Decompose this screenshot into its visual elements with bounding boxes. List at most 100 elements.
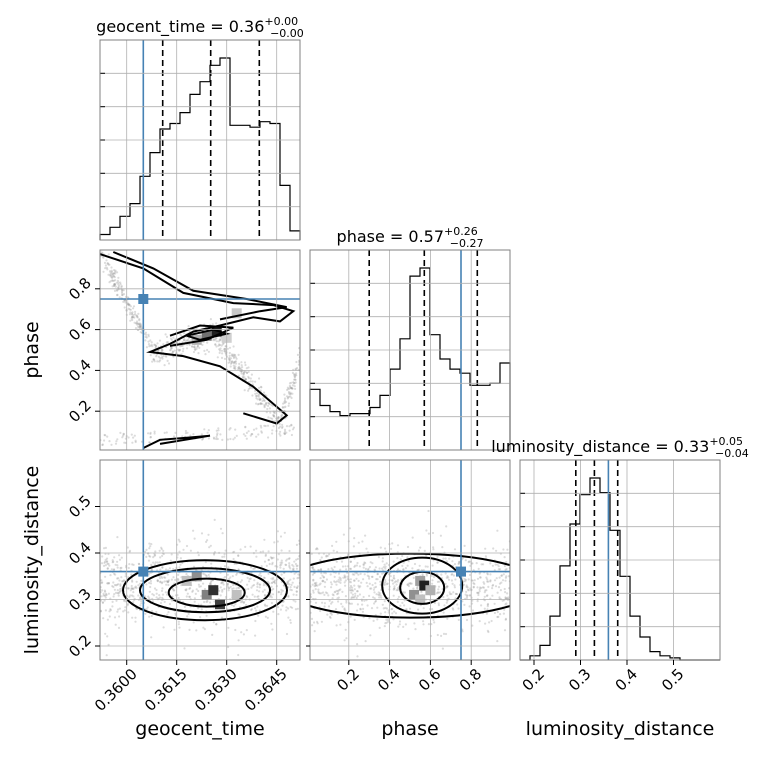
sample-point [282,577,285,580]
sample-point [127,303,130,306]
sample-point [222,583,225,586]
sample-point [106,262,109,265]
sample-point [155,344,158,347]
sample-point [374,600,377,603]
sample-point [491,594,494,597]
sample-point [381,560,384,563]
sample-point [290,387,294,390]
sample-point [118,591,121,594]
sample-point [405,608,408,611]
sample-point [102,594,105,597]
sample-point [144,595,147,598]
sample-point [148,597,151,600]
sample-point [324,591,328,594]
sample-point [271,628,274,631]
sample-point [243,376,246,379]
sample-point [497,586,501,589]
sample-point [160,575,163,578]
sample-point [156,360,159,363]
sample-point [311,566,314,569]
sample-point [120,290,124,293]
sample-point [325,578,328,581]
sample-point [237,613,240,616]
sample-point [404,623,407,626]
sample-point [287,595,290,598]
sample-point [406,545,410,549]
sample-point [205,600,208,604]
sample-point [285,563,288,567]
sample-point [489,562,492,565]
sample-point [476,600,479,603]
sample-point [365,547,368,550]
sample-point [383,600,386,603]
axes-frame-geocent_time-phase [99,249,301,451]
sample-point [503,608,506,611]
sample-point [319,582,322,585]
sample-point [344,584,347,587]
sample-point [338,589,341,592]
sample-point [224,351,227,354]
sample-point [128,596,131,599]
sample-point [290,386,293,390]
sample-point [266,424,270,427]
sample-point [101,581,104,584]
sample-point [111,273,115,276]
sample-point [212,339,215,342]
sample-point [255,402,258,405]
sample-point [131,316,134,319]
sample-point [155,588,158,592]
sample-point [257,595,260,598]
sample-point [144,612,147,615]
sample-point [115,599,118,602]
sample-point [396,544,400,547]
sample-point [272,411,275,414]
sample-point [100,599,103,602]
sample-point [277,606,280,609]
sample-point [176,580,179,583]
sample-point [138,319,141,322]
sample-point [122,293,126,296]
sample-point [282,584,285,587]
sample-point [333,575,336,579]
sample-point [221,352,224,355]
sample-point [102,256,105,259]
sample-point [132,588,135,591]
sample-point [391,579,394,582]
sample-point [193,348,196,351]
sample-point [245,603,248,607]
sample-point [444,557,447,560]
x-tick-label-phase: 0.2 [333,665,363,695]
sample-point [200,608,203,611]
sample-point [286,386,289,389]
sample-point [294,387,297,390]
sample-point [161,566,164,569]
sample-point [162,355,165,358]
sample-point [113,588,116,591]
y-axis-label-phase: phase [21,321,43,378]
sample-point [147,340,150,343]
sample-point [291,581,294,584]
sample-point [331,568,334,572]
sample-point [353,579,356,582]
sample-point [112,585,115,589]
sample-point [246,576,249,579]
sample-point [378,567,381,570]
sample-point [358,553,361,556]
sample-point [145,555,148,559]
sample-point [466,594,469,597]
sample-point [135,580,138,583]
sample-point [106,268,109,271]
axes-frame-geocent_time-luminosity_distance [99,459,301,661]
sample-point [288,564,291,567]
sample-point [244,378,247,381]
sample-point [189,549,192,552]
sample-point [286,558,289,561]
sample-point [500,574,503,577]
sample-point [507,596,510,599]
sample-point [173,589,176,592]
sample-point [370,607,374,610]
sample-point [457,560,461,564]
title-geocent_time: geocent_time = 0.36+0.00 −0.00 [96,15,304,40]
sample-point [215,337,218,340]
